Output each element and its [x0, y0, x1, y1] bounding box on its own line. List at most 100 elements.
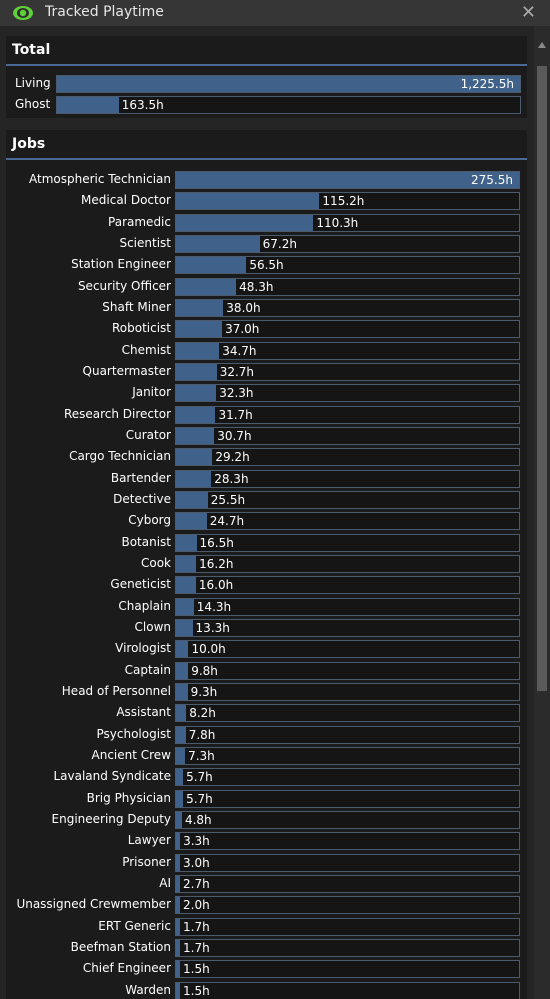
hours-value: 25.5h [210, 492, 246, 507]
progress-fill [176, 598, 194, 615]
progress-fill [176, 299, 224, 316]
scroll-thumb[interactable] [537, 66, 547, 691]
progress-fill [176, 555, 197, 572]
job-row: Ancient Crew 7.3h [6, 746, 527, 766]
row-label: Janitor [132, 385, 171, 400]
row-label: Lavaland Syndicate [53, 769, 171, 784]
job-row: Cargo Technician 29.2h [6, 447, 527, 467]
title-bar[interactable]: Tracked Playtime ✕ [0, 0, 550, 26]
row-label: ERT Generic [98, 918, 171, 933]
job-row: Curator 30.7h [6, 426, 527, 446]
job-row: Paramedic 110.3h [6, 213, 527, 233]
progress-fill [176, 534, 197, 551]
row-label: Prisoner [122, 854, 171, 869]
hours-value: 32.3h [219, 386, 254, 401]
progress-bar: 3.0h [175, 853, 520, 872]
hours-value: 7.8h [188, 727, 216, 742]
hours-value: 30.7h [217, 428, 252, 443]
vertical-scrollbar[interactable] [534, 26, 550, 999]
scroll-up-arrow-icon[interactable] [538, 42, 546, 48]
job-row: Brig Physician 5.7h [6, 789, 527, 809]
job-row: Engineering Deputy 4.8h [6, 810, 527, 830]
hours-value: 67.2h [262, 236, 297, 251]
job-row: Shaft Miner 38.0h [6, 298, 527, 318]
row-label: Botanist [121, 534, 171, 549]
row-label: Bartender [110, 470, 171, 485]
progress-fill [176, 705, 187, 722]
hours-value: 28.3h [214, 471, 249, 486]
hours-value: 31.7h [218, 407, 253, 422]
content-scroll-area[interactable]: Total Living 1,225.5h Ghost 163.5h Jobs Atm… [0, 26, 534, 999]
close-icon[interactable]: ✕ [520, 2, 536, 23]
progress-fill [176, 939, 180, 956]
progress-fill [176, 449, 213, 466]
progress-fill [176, 321, 223, 338]
job-row: Chief Engineer 1.5h [6, 959, 527, 979]
row-label: Security Officer [77, 278, 171, 293]
progress-bar: 275.5h [175, 171, 520, 189]
progress-bar: 1,225.5h [56, 75, 521, 93]
row-label: Virologist [115, 641, 171, 656]
job-row: Atmospheric Technician 275.5h [6, 170, 527, 190]
job-row: Prisoner 3.0h [6, 853, 527, 873]
progress-bar: 16.2h [175, 554, 520, 573]
progress-bar: 1.5h [175, 981, 520, 999]
job-row: Lavaland Syndicate 5.7h [6, 767, 527, 787]
job-row: Station Engineer 56.5h [6, 255, 527, 275]
progress-fill [176, 662, 189, 679]
progress-fill [176, 747, 186, 764]
progress-fill [176, 790, 184, 807]
row-label: Captain [124, 662, 171, 677]
total-row: Living 1,225.5h [6, 74, 527, 94]
progress-bar: 31.7h [175, 405, 520, 424]
job-row: Scientist 67.2h [6, 234, 527, 254]
hours-value: 4.8h [184, 812, 212, 827]
hours-value: 37.0h [225, 322, 260, 337]
progress-fill [176, 193, 320, 210]
hours-value: 2.0h [183, 898, 210, 913]
hours-value: 16.0h [198, 578, 234, 593]
progress-fill [176, 491, 208, 508]
progress-bar: 115.2h [175, 192, 520, 211]
row-label: Chief Engineer [82, 961, 171, 976]
job-row: Captain 9.8h [6, 661, 527, 681]
progress-fill [176, 385, 217, 402]
row-label: Paramedic [108, 214, 171, 229]
job-row: Botanist 16.5h [6, 533, 527, 553]
job-row: Quartermaster 32.7h [6, 362, 527, 382]
row-label: Engineering Deputy [51, 811, 171, 826]
progress-bar: 37.0h [175, 320, 520, 339]
hours-value: 1.7h [183, 919, 210, 934]
progress-bar: 5.7h [175, 789, 520, 808]
progress-fill [176, 257, 247, 274]
progress-bar: 25.5h [175, 490, 520, 509]
progress-fill [176, 811, 182, 828]
progress-bar: 8.2h [175, 704, 520, 723]
job-row: Unassigned Crewmember 2.0h [6, 895, 527, 915]
row-label: Cook [140, 555, 171, 570]
progress-fill [176, 726, 186, 743]
total-heading: Total [6, 36, 527, 66]
progress-bar: 9.3h [175, 682, 520, 701]
job-row: Medical Doctor 115.2h [6, 191, 527, 211]
progress-fill [176, 961, 180, 978]
progress-bar: 13.3h [175, 618, 520, 637]
row-label: Atmospheric Technician [29, 172, 171, 186]
row-label: Cyborg [128, 513, 171, 528]
row-label: Lawyer [127, 833, 171, 848]
progress-fill [176, 833, 181, 850]
progress-fill [176, 875, 180, 892]
progress-fill [176, 619, 193, 636]
job-row: Warden 1.5h [6, 981, 527, 999]
hours-value: 275.5h [471, 173, 513, 187]
progress-bar: 1.5h [175, 960, 520, 979]
row-label: Assistant [116, 705, 171, 720]
hours-value: 48.3h [239, 279, 274, 294]
hours-value: 1.5h [183, 962, 210, 977]
hours-value: 10.0h [191, 642, 226, 657]
row-label: Psychologist [96, 726, 171, 741]
job-row: Cook 16.2h [6, 554, 527, 574]
progress-bar: 32.3h [175, 384, 520, 403]
progress-bar: 14.3h [175, 597, 520, 616]
progress-bar: 16.0h [175, 576, 520, 595]
